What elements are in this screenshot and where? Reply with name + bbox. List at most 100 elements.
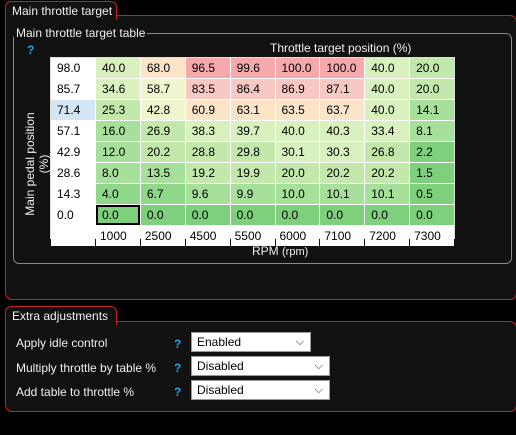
add-table-help-icon[interactable]: ? <box>174 385 182 399</box>
table-cell[interactable]: 63.5 <box>275 100 320 120</box>
throttle-table-group-title: Main throttle target table <box>14 26 148 40</box>
table-cell[interactable]: 0.0 <box>275 205 320 225</box>
row-header[interactable]: 28.6 <box>51 163 95 183</box>
column-header[interactable]: 4500 <box>185 226 230 246</box>
rpm-axis-unit: (rpm) <box>282 246 309 258</box>
rpm-axis-label: RPM <box>252 244 279 258</box>
table-cell[interactable]: 100.0 <box>320 58 365 78</box>
table-cell[interactable]: 40.0 <box>275 121 320 141</box>
table-cell[interactable]: 63.1 <box>230 100 275 120</box>
table-cell[interactable]: 40.0 <box>365 79 410 99</box>
table-cell[interactable]: 58.7 <box>140 79 185 99</box>
table-cell[interactable]: 1.5 <box>410 163 454 183</box>
table-cell[interactable]: 38.3 <box>185 121 230 141</box>
table-cell[interactable]: 20.2 <box>140 142 185 162</box>
table-cell[interactable]: 20.0 <box>410 79 454 99</box>
table-cell[interactable]: 16.0 <box>96 121 140 141</box>
row-header[interactable]: 98.0 <box>51 58 95 78</box>
table-cell[interactable]: 0.0 <box>230 205 275 225</box>
table-cell[interactable]: 86.9 <box>275 79 320 99</box>
extra-adjustments-tab[interactable]: Extra adjustments <box>5 306 117 325</box>
table-cell[interactable]: 68.0 <box>140 58 185 78</box>
table-cell[interactable]: 25.3 <box>96 100 140 120</box>
table-cell[interactable]: 20.0 <box>410 58 454 78</box>
table-cell[interactable]: 4.0 <box>96 184 140 204</box>
table-cell[interactable]: 19.2 <box>185 163 230 183</box>
idle-control-select[interactable]: Enabled ⌵ <box>191 332 311 352</box>
table-cell[interactable]: 2.2 <box>410 142 454 162</box>
table-cell[interactable]: 33.4 <box>365 121 410 141</box>
chevron-down-icon: ⌵ <box>314 360 323 372</box>
table-cell[interactable]: 20.2 <box>320 163 365 183</box>
column-header[interactable]: 7300 <box>410 226 454 246</box>
table-cell[interactable]: 6.7 <box>140 184 185 204</box>
table-cell[interactable]: 86.4 <box>230 79 275 99</box>
table-cell[interactable]: 42.8 <box>140 100 185 120</box>
table-cell[interactable]: 60.9 <box>185 100 230 120</box>
table-cell[interactable]: 0.0 <box>410 205 454 225</box>
table-cell[interactable]: 19.9 <box>230 163 275 183</box>
column-header[interactable]: 5500 <box>230 226 275 246</box>
table-cell[interactable]: 20.2 <box>365 163 410 183</box>
table-cell[interactable]: 0.0 <box>96 205 140 225</box>
table-cell[interactable]: 9.9 <box>230 184 275 204</box>
table-cell[interactable]: 87.1 <box>320 79 365 99</box>
throttle-target-table[interactable]: 98.0 40.0 68.0 96.5 99.6 100.0 100.0 40.0 20.0 85… <box>50 57 455 246</box>
table-cell[interactable]: 0.0 <box>320 205 365 225</box>
chevron-down-icon: ⌵ <box>295 336 304 348</box>
table-cell[interactable]: 26.8 <box>365 142 410 162</box>
table-cell[interactable]: 10.0 <box>275 184 320 204</box>
throttle-table-group <box>13 33 512 264</box>
row-header[interactable]: 0.0 <box>51 205 95 225</box>
table-cell[interactable]: 30.1 <box>275 142 320 162</box>
column-header[interactable]: 7200 <box>365 226 410 246</box>
table-help-icon[interactable]: ? <box>27 43 35 57</box>
table-cell[interactable]: 20.0 <box>275 163 320 183</box>
table-cell[interactable]: 40.0 <box>365 100 410 120</box>
table-cell[interactable]: 83.5 <box>185 79 230 99</box>
table-cell[interactable]: 10.1 <box>365 184 410 204</box>
row-header[interactable]: 57.1 <box>51 121 95 141</box>
column-header[interactable]: 2500 <box>140 226 185 246</box>
idle-control-value: Enabled <box>197 335 242 349</box>
column-header[interactable]: 7100 <box>320 226 365 246</box>
row-header[interactable]: 71.4 <box>51 100 95 120</box>
table-cell[interactable]: 12.0 <box>96 142 140 162</box>
multiply-throttle-value: Disabled <box>197 359 244 373</box>
table-cell[interactable]: 8.1 <box>410 121 454 141</box>
main-throttle-tab[interactable]: Main throttle target <box>5 1 117 20</box>
rpm-axis-title: RPM (rpm) <box>252 244 308 258</box>
column-header[interactable]: 6000 <box>275 226 320 246</box>
table-cell[interactable]: 39.7 <box>230 121 275 141</box>
add-table-select[interactable]: Disabled ⌵ <box>191 380 330 400</box>
row-header[interactable]: 85.7 <box>51 79 95 99</box>
table-cell[interactable]: 34.6 <box>96 79 140 99</box>
table-cell[interactable]: 13.5 <box>140 163 185 183</box>
table-cell[interactable]: 0.0 <box>185 205 230 225</box>
table-cell[interactable]: 30.3 <box>320 142 365 162</box>
table-cell[interactable]: 10.1 <box>320 184 365 204</box>
table-cell[interactable]: 8.0 <box>96 163 140 183</box>
table-cell[interactable]: 0.5 <box>410 184 454 204</box>
table-cell[interactable]: 26.9 <box>140 121 185 141</box>
table-cell[interactable]: 99.6 <box>230 58 275 78</box>
row-header[interactable]: 14.3 <box>51 184 95 204</box>
table-cell[interactable]: 0.0 <box>140 205 185 225</box>
table-cell[interactable]: 40.3 <box>320 121 365 141</box>
idle-control-help-icon[interactable]: ? <box>174 337 182 351</box>
multiply-throttle-select[interactable]: Disabled ⌵ <box>191 356 330 376</box>
table-cell[interactable]: 63.7 <box>320 100 365 120</box>
table-cell[interactable]: 0.0 <box>365 205 410 225</box>
table-cell[interactable]: 96.5 <box>185 58 230 78</box>
table-cell[interactable]: 100.0 <box>275 58 320 78</box>
multiply-throttle-help-icon[interactable]: ? <box>174 361 182 375</box>
table-cell[interactable]: 14.1 <box>410 100 454 120</box>
table-cell[interactable]: 29.8 <box>230 142 275 162</box>
table-cell[interactable]: 9.6 <box>185 184 230 204</box>
table-cell[interactable]: 28.8 <box>185 142 230 162</box>
column-header[interactable]: 1000 <box>96 226 140 246</box>
multiply-throttle-label: Multiply throttle by table % <box>16 361 157 375</box>
row-header[interactable]: 42.9 <box>51 142 95 162</box>
table-cell[interactable]: 40.0 <box>365 58 410 78</box>
table-cell[interactable]: 40.0 <box>96 58 140 78</box>
